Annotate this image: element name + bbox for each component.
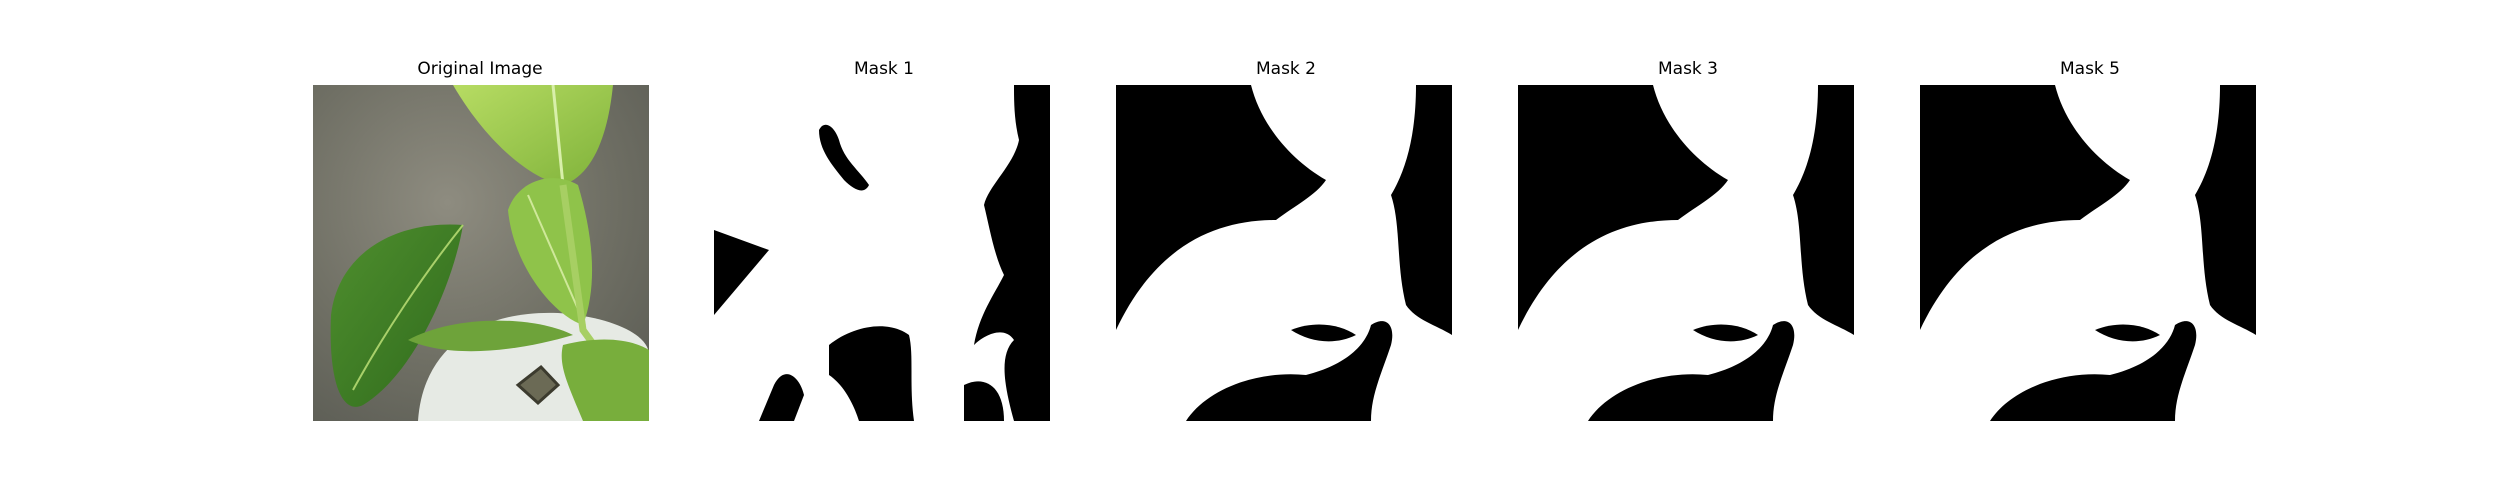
leaf-vein [551,85,565,186]
leaf-vein [352,224,464,391]
mask-2-image [1116,85,1452,421]
mask-region [1920,85,2130,330]
leaf-top [453,85,613,185]
panel-title-mask-5: Mask 5 [2059,59,2120,79]
mask-region [759,374,804,421]
original-image [313,85,649,421]
panel-title-mask-1: Mask 1 [853,59,914,79]
mask-region [1186,321,1393,421]
mask-2-panel [1116,85,1452,421]
mask-region [1291,324,1356,342]
mask-region [1391,85,1452,335]
leaf-vein [527,194,586,326]
leaf-lower-a [408,320,573,352]
mask-region [964,381,1004,421]
mask-region [2095,324,2160,342]
panel-title-original: Original Image [417,59,543,79]
leaf-middle [508,178,593,325]
mask-region [2195,85,2256,335]
mask-region [974,85,1050,421]
mask-5-panel [1920,85,2256,421]
mask-region [829,326,914,421]
mask-region [819,124,869,191]
leaf-lower-b [561,339,649,421]
mask-region [1518,85,1728,330]
pot-label [515,364,561,406]
panel-title-mask-2: Mask 2 [1255,59,1316,79]
mask-region [1793,85,1854,335]
mask-region [714,230,769,315]
mask-1-image [714,85,1050,421]
original-image-panel [313,85,649,421]
mask-5-image [1920,85,2256,421]
mask-region [1693,324,1758,342]
mask-region [1588,321,1795,421]
mask-1-panel [714,85,1050,421]
mask-3-image [1518,85,1854,421]
mask-region [1116,85,1326,330]
panel-title-mask-3: Mask 3 [1657,59,1718,79]
mask-region [1990,321,2197,421]
mask-3-panel [1518,85,1854,421]
